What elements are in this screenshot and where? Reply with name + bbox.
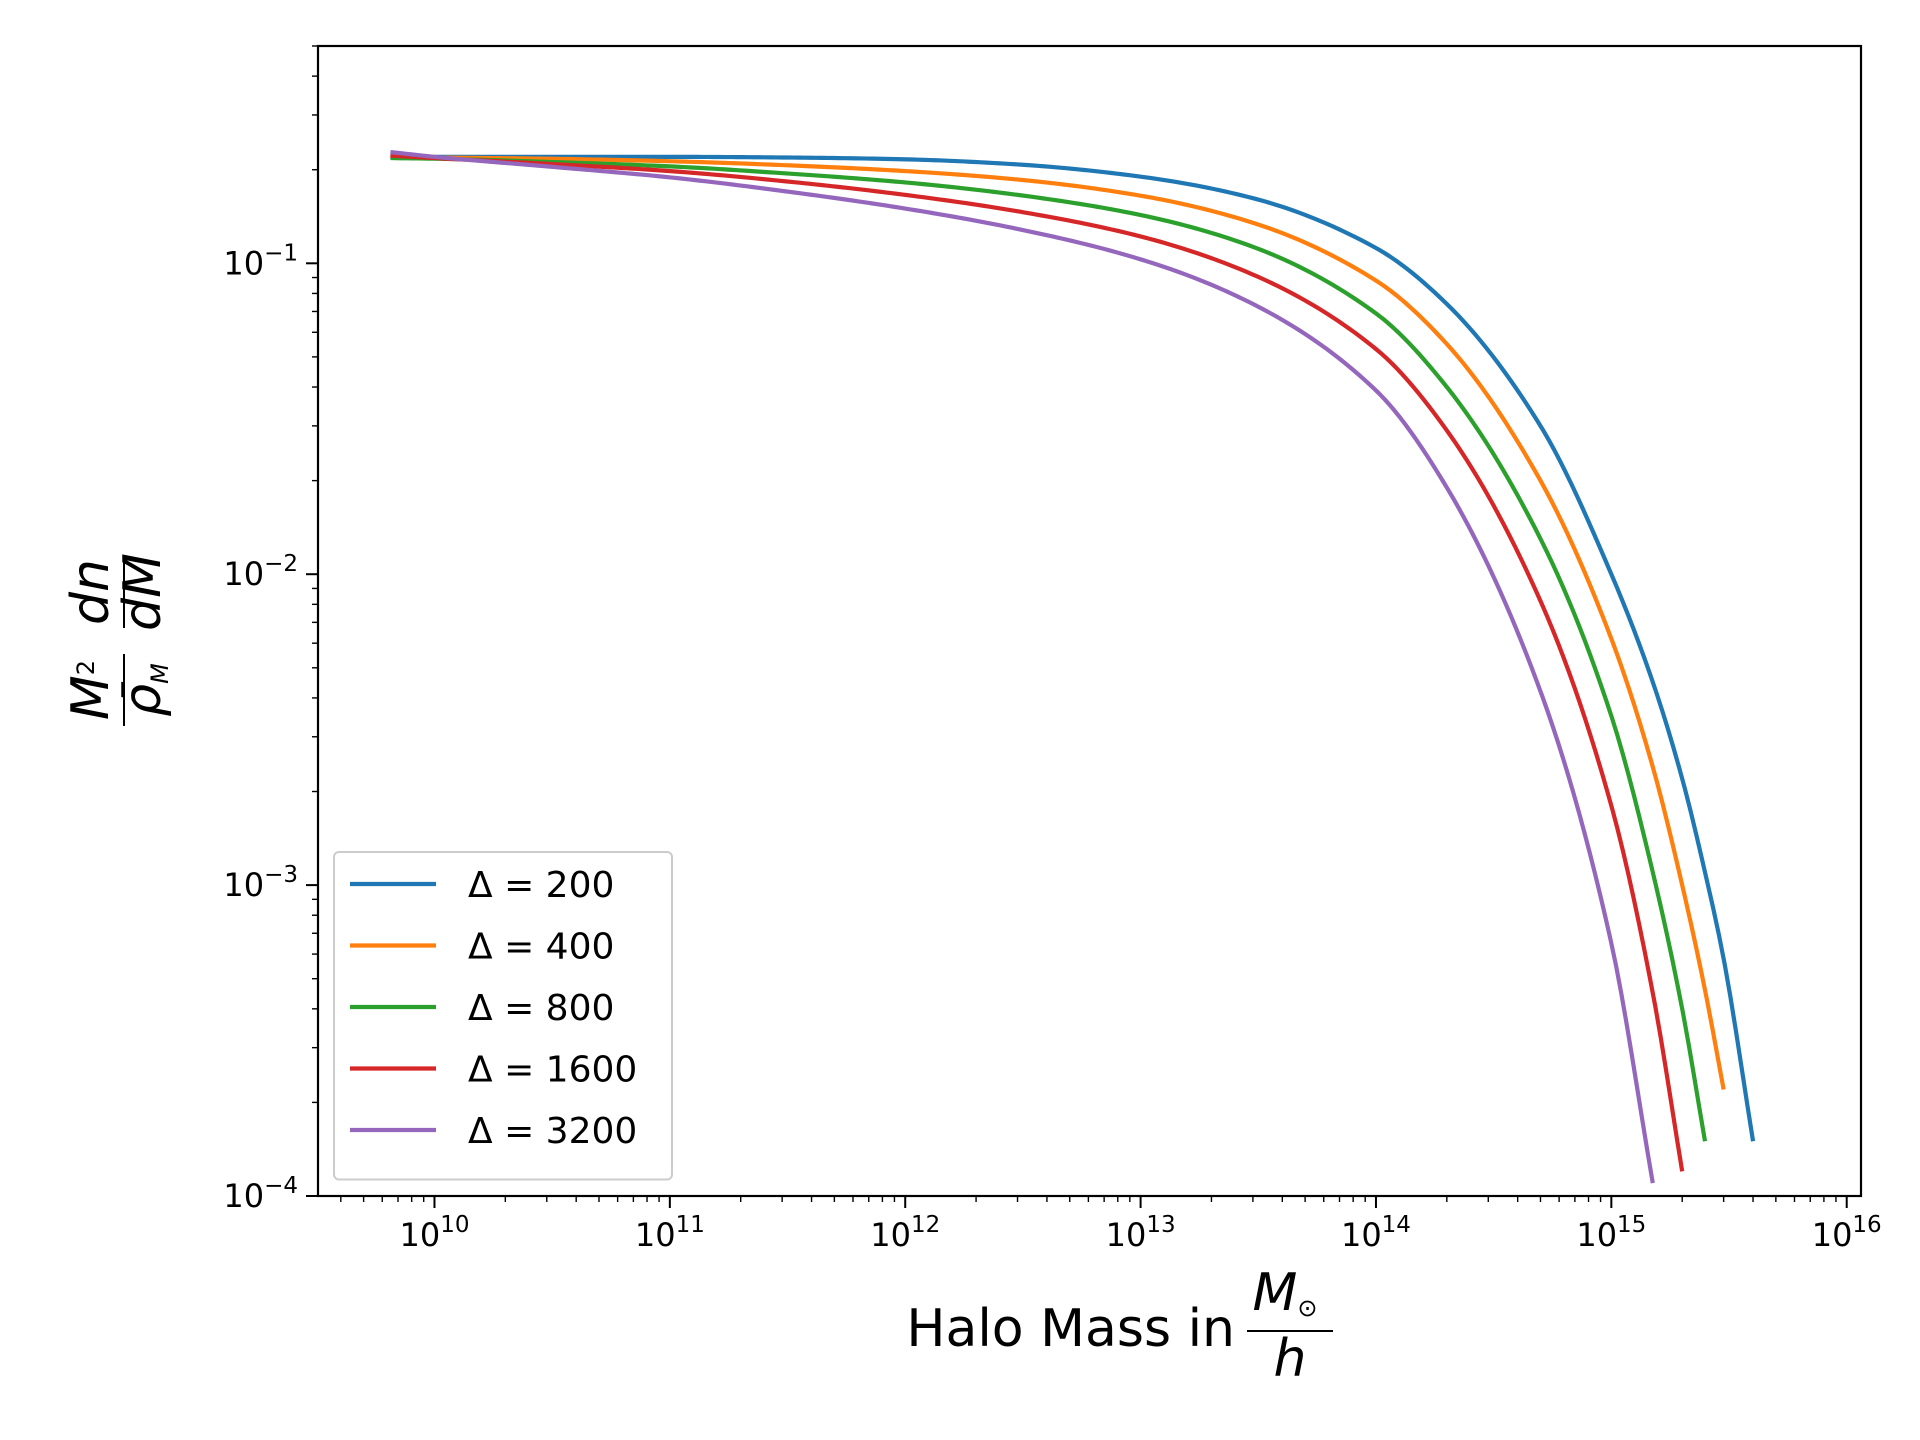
y-tick-label: 10−4 bbox=[223, 1173, 298, 1215]
series-line-3 bbox=[390, 155, 1708, 1142]
plot-area-frame bbox=[316, 44, 1863, 1198]
x-axis-title: Halo Mass in M⊙h bbox=[906, 1263, 1333, 1389]
x-axis-title-denominator: h bbox=[1274, 1329, 1307, 1389]
y-tick-label: 10−1 bbox=[223, 240, 298, 282]
x-tick-label: 1014 bbox=[1341, 1212, 1411, 1254]
series-line-4 bbox=[390, 153, 1685, 1172]
series-line-2 bbox=[390, 154, 1726, 1090]
y-axis-title-right-fraction-denominator: dM bbox=[113, 553, 173, 631]
x-tick-label: 1016 bbox=[1812, 1212, 1882, 1254]
x-tick-label: 1010 bbox=[399, 1212, 469, 1254]
legend-label: Δ = 800 bbox=[468, 988, 614, 1029]
series-line-5 bbox=[390, 149, 1655, 1184]
x-tick-label: 1011 bbox=[635, 1212, 705, 1254]
series-lines bbox=[390, 149, 1756, 1184]
series-line-1 bbox=[390, 154, 1756, 1142]
x-tick-label: 1015 bbox=[1576, 1212, 1646, 1254]
x-axis-title-text: Halo Mass in bbox=[906, 1299, 1235, 1359]
legend-label: Δ = 400 bbox=[468, 927, 614, 968]
legend-box bbox=[333, 851, 673, 1181]
legend-label: Δ = 200 bbox=[468, 865, 614, 906]
y-tick-label: 10−3 bbox=[223, 862, 298, 904]
y-axis-title-right-fraction-numerator: dn bbox=[61, 559, 121, 625]
x-tick-label: 1012 bbox=[870, 1212, 940, 1254]
y-tick-label: 10−2 bbox=[223, 551, 298, 593]
x-tick-label: 1013 bbox=[1106, 1212, 1176, 1254]
legend-label: Δ = 1600 bbox=[468, 1050, 637, 1091]
legend-label: Δ = 3200 bbox=[468, 1111, 637, 1152]
legend: Δ = 200 Δ = 400 Δ = 800 Δ = 1600 Δ = 3200 bbox=[333, 851, 673, 1181]
axis-ticks: 1010 1011 1012 1013 1014 1015 1016 10−4 10−3 10−2… bbox=[223, 45, 1882, 1254]
